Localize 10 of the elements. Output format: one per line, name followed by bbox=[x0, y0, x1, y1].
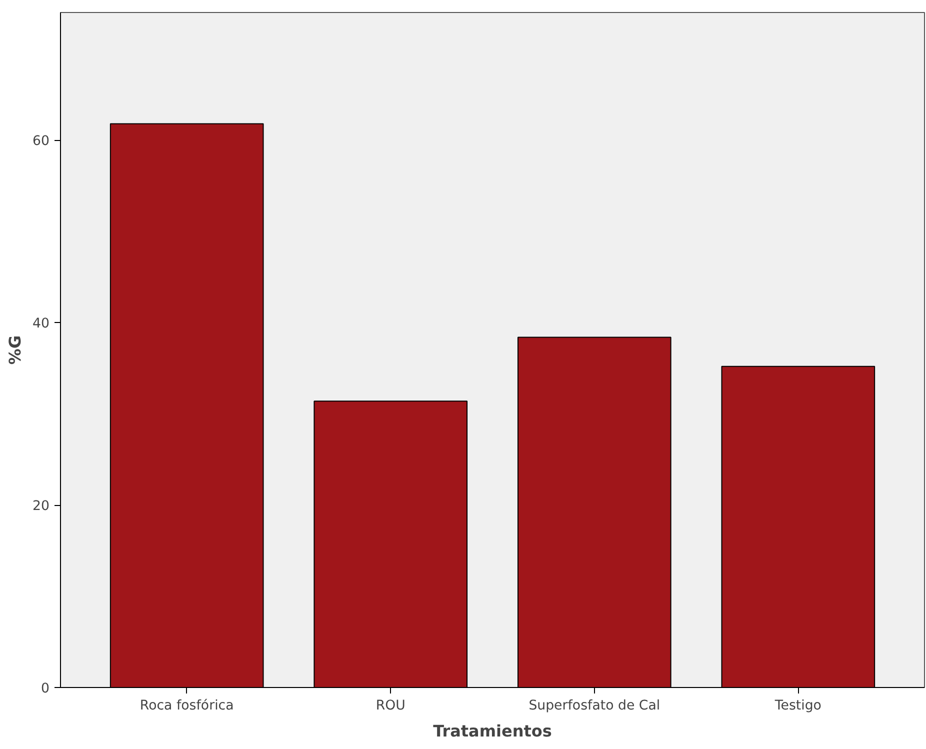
y-axis-title: %G bbox=[6, 335, 25, 365]
x-tick-label: Roca fosfórica bbox=[140, 698, 234, 714]
y-tick-label: 40 bbox=[32, 316, 50, 332]
x-axis-title: Tratamientos bbox=[433, 722, 552, 740]
y-tick-label: 0 bbox=[41, 682, 50, 696]
y-tick-label: 20 bbox=[32, 499, 50, 514]
x-tick-label: Superfosfato de Cal bbox=[528, 698, 660, 714]
x-tick-label: ROU bbox=[376, 698, 406, 714]
x-tick-label: Testigo bbox=[774, 698, 822, 714]
y-tick-label: 60 bbox=[32, 134, 50, 150]
